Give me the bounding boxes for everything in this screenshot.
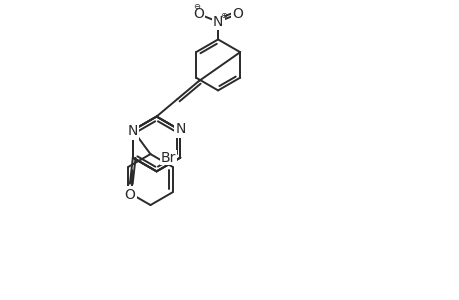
Text: O: O [193, 7, 203, 21]
Text: N: N [128, 124, 138, 138]
Text: Br: Br [161, 151, 176, 165]
Text: O: O [124, 188, 135, 202]
Text: N: N [175, 122, 185, 136]
Text: N: N [213, 15, 223, 29]
Text: ⊖: ⊖ [193, 2, 200, 10]
Text: O: O [232, 7, 243, 21]
Text: ⊕: ⊕ [220, 11, 227, 20]
